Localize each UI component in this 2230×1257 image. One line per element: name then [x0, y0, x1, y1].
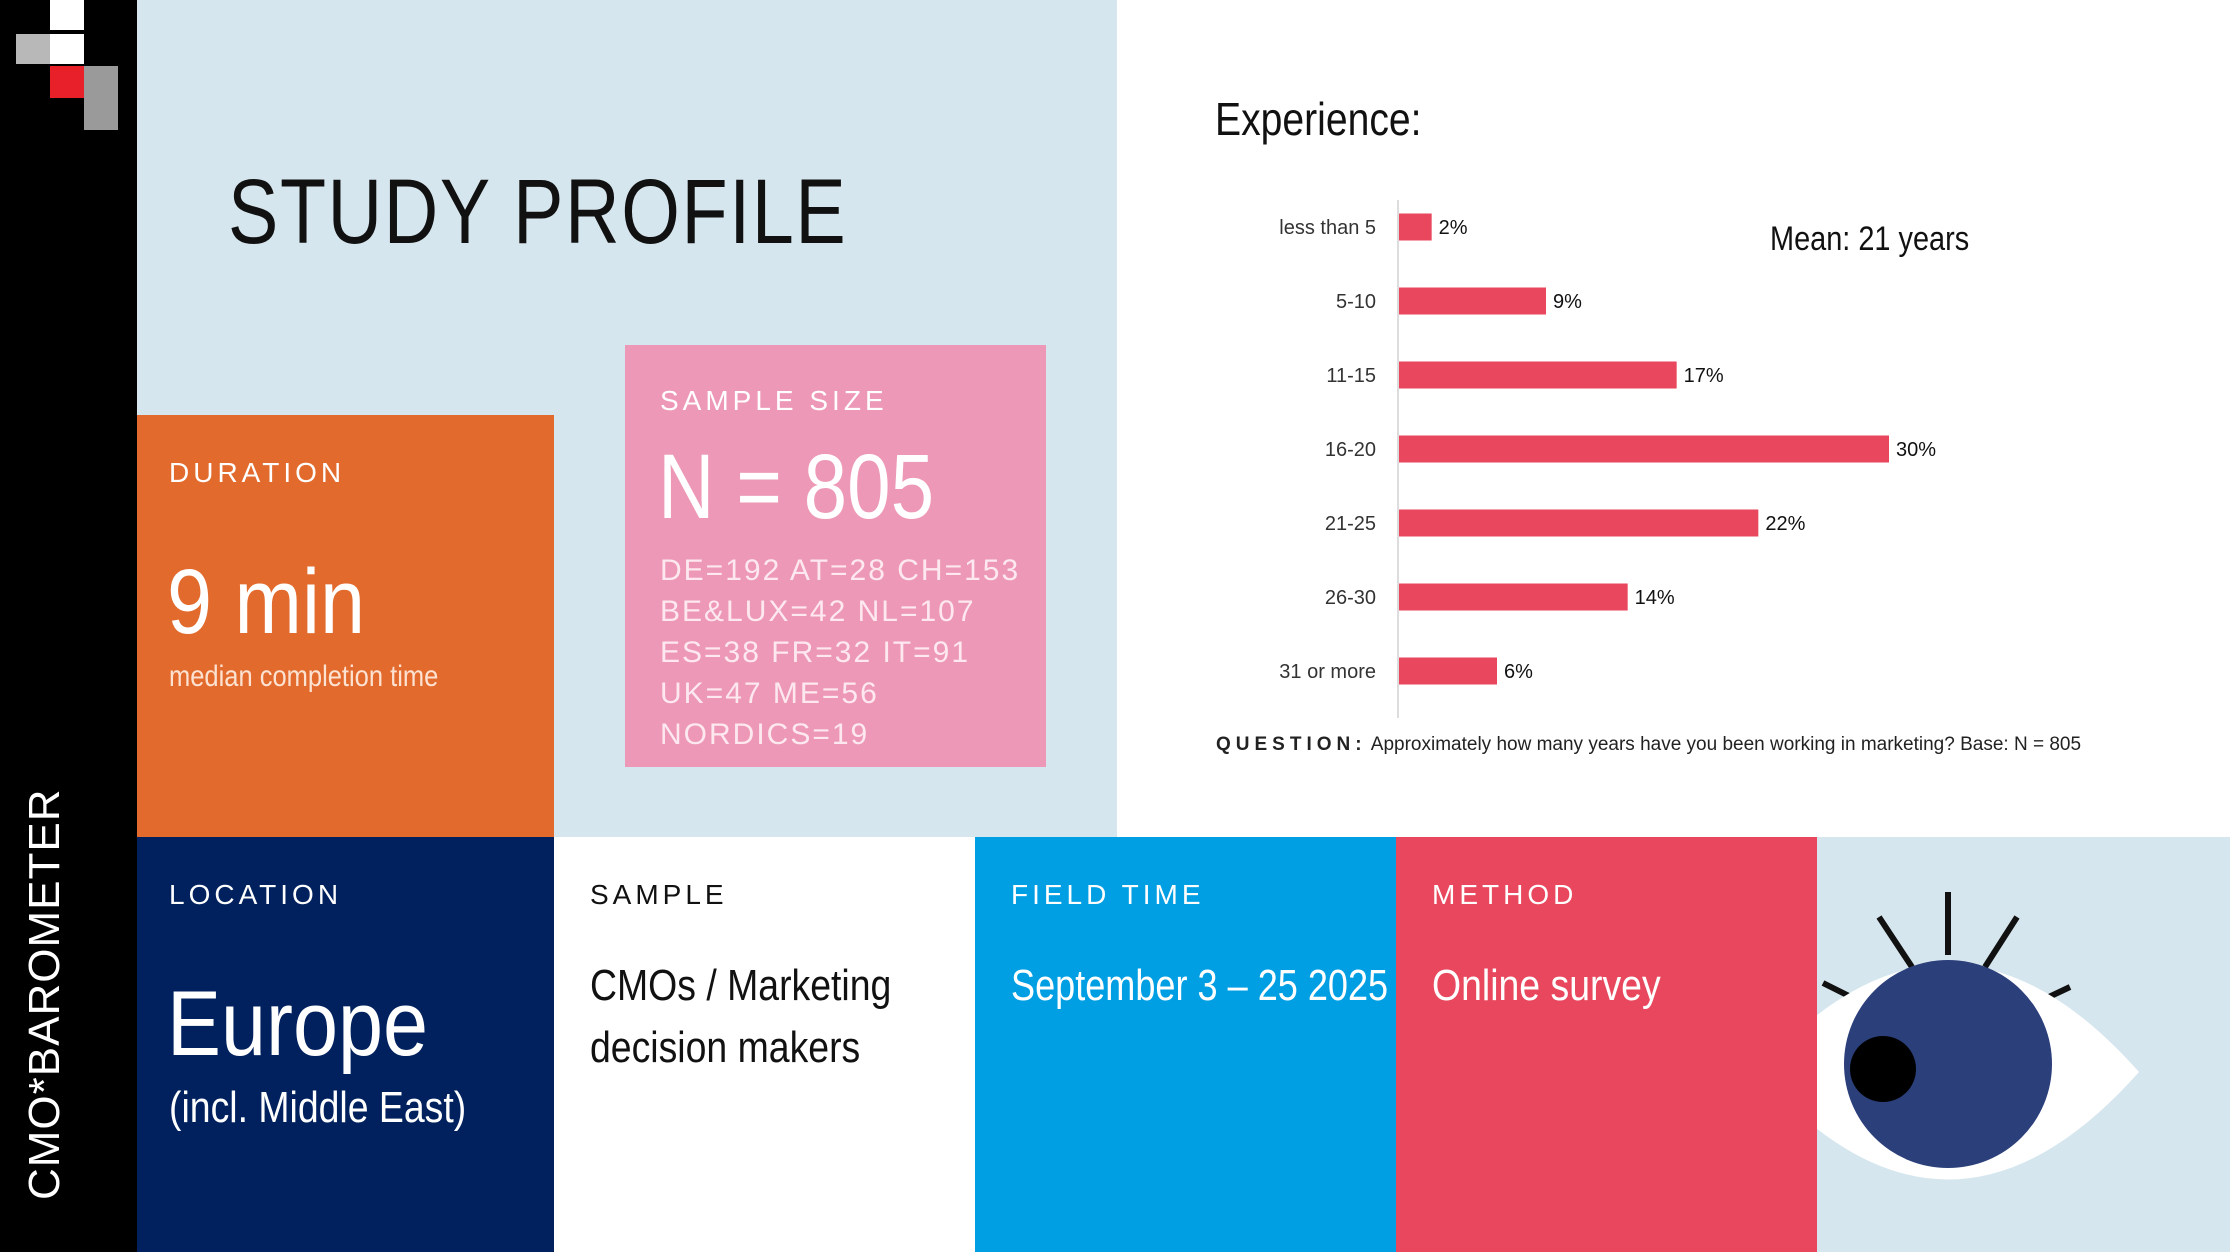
eye-icon: [1757, 892, 2139, 1180]
duration-note: median completion time: [169, 660, 439, 693]
data-label: 2%: [1439, 217, 1468, 239]
location-note: (incl. Middle East): [169, 1083, 467, 1132]
sample-size-card: SAMPLE SIZE N = 805 DE=192 AT=28 CH=153 …: [625, 345, 1046, 767]
category-tick-label: 31 or more: [1279, 661, 1376, 683]
bar: [1399, 361, 1677, 389]
bar: [1399, 657, 1497, 685]
page-title: STUDY PROFILE: [228, 161, 848, 263]
field-time-value: September 3 – 25 2025: [1011, 961, 1389, 1010]
location-value: Europe: [167, 973, 429, 1075]
location-label: LOCATION: [169, 879, 343, 910]
category-tick-label: 21-25: [1325, 513, 1376, 535]
location-card: LOCATION Europe (incl. Middle East): [137, 837, 554, 1252]
sample-card: SAMPLE CMOs / Marketing decision makers: [554, 837, 975, 1252]
eye-illustration-panel: [1757, 837, 2230, 1252]
category-tick-label: 11-15: [1326, 365, 1376, 387]
sample-label: SAMPLE: [590, 879, 728, 910]
experience-bar-chart: less than 5 2% 5-10 9% 11-15 17% 16-20 30% 21-25…: [1279, 200, 1936, 718]
duration-card: DURATION 9 min median completion time: [137, 415, 554, 837]
brand-name: CMO*BAROMETER: [20, 788, 69, 1200]
sample-size-label: SAMPLE SIZE: [660, 385, 888, 416]
duration-value: 9 min: [167, 551, 365, 653]
question-label: QUESTION:: [1216, 734, 1367, 755]
field-time-label: FIELD TIME: [1011, 879, 1205, 910]
breakdown-line: NORDICS=19: [660, 718, 870, 751]
category-tick-label: 26-30: [1325, 587, 1376, 609]
breakdown-line: BE&LUX=42 NL=107: [660, 595, 976, 628]
bar: [1399, 287, 1546, 315]
method-value: Online survey: [1432, 961, 1661, 1010]
sample-size-value: N = 805: [658, 436, 935, 538]
bar: [1399, 509, 1759, 537]
sample-breakdown: DE=192 AT=28 CH=153 BE&LUX=42 NL=107 ES=…: [660, 550, 1020, 755]
bar: [1399, 213, 1432, 241]
category-tick-label: 16-20: [1325, 439, 1376, 461]
chart-mean-annotation: Mean: 21 years: [1770, 220, 1970, 258]
method-label: METHOD: [1432, 879, 1578, 910]
chart-panel: [1117, 0, 2230, 837]
sample-line-2: decision makers: [590, 1023, 861, 1072]
data-label: 30%: [1896, 439, 1936, 461]
data-label: 6%: [1504, 661, 1533, 683]
chart-title: Experience:: [1215, 93, 1422, 145]
sample-line-1: CMOs / Marketing: [590, 961, 892, 1010]
data-label: 22%: [1765, 513, 1805, 535]
question-text: Approximately how many years have you be…: [1370, 734, 2082, 755]
bar: [1399, 583, 1628, 611]
category-tick-label: less than 5: [1279, 217, 1376, 239]
field-time-card: FIELD TIME September 3 – 25 2025: [975, 837, 1396, 1252]
duration-label: DURATION: [169, 457, 346, 488]
logo-squares-icon: [16, 0, 118, 130]
category-tick-label: 5-10: [1336, 291, 1376, 313]
question-note: QUESTION: Approximately how many years h…: [1216, 734, 2081, 756]
breakdown-line: DE=192 AT=28 CH=153: [660, 554, 1021, 587]
method-card: METHOD Online survey: [1396, 837, 1817, 1252]
bar: [1399, 435, 1889, 463]
data-label: 9%: [1553, 291, 1582, 313]
data-label: 17%: [1684, 365, 1724, 387]
data-label: 14%: [1635, 587, 1675, 609]
breakdown-line: UK=47 ME=56: [660, 677, 879, 710]
breakdown-line: ES=38 FR=32 IT=91: [660, 636, 971, 669]
sidebar: CMO*BAROMETER: [0, 0, 137, 1252]
